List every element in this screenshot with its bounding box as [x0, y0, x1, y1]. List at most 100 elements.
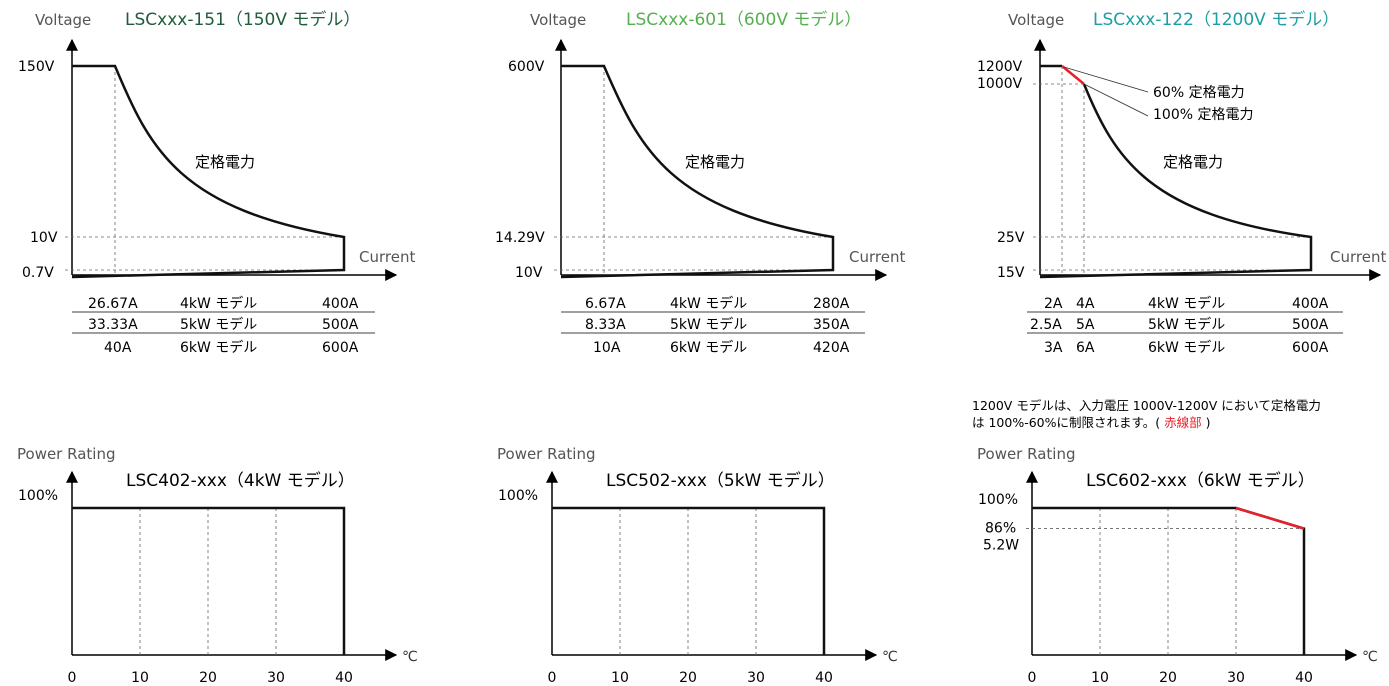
table-cell: 6A — [1076, 340, 1095, 356]
x-tick-label: 0 — [1028, 670, 1037, 686]
power-rating-line — [552, 506, 826, 655]
y-tick-label: 1200V — [977, 59, 1023, 75]
x-tick-label: 30 — [1227, 670, 1245, 686]
note-text: は 100%-60%に制限されます。( — [972, 415, 1160, 430]
chart-title: LSC502-xxx（5kW モデル） — [606, 470, 835, 491]
derating-panels: Power Rating LSC402-xxx（4kW モデル） ℃ 0 10 20 30 4… — [17, 445, 1378, 686]
derating-chart: Power Rating LSC602-xxx（6kW モデル） ℃ 0 10 20 30 4… — [977, 445, 1378, 686]
chart-title: LSC402-xxx（4kW モデル） — [126, 470, 355, 491]
x-unit-label: ℃ — [402, 649, 418, 665]
x-tick-label: 20 — [679, 670, 697, 686]
x-tick-label: 40 — [1295, 670, 1313, 686]
note-close: ) — [1206, 415, 1211, 430]
rated-power-curve — [1039, 64, 1313, 279]
y-tick-label: 86% — [985, 521, 1016, 537]
rated-power-curve — [560, 64, 835, 279]
table-cell: 33.33A — [88, 317, 138, 333]
table-cell: 6.67A — [585, 296, 626, 312]
table-cell: 6kW モデル — [1148, 339, 1225, 356]
table-cell: 500A — [1292, 317, 1329, 333]
x-axis-label: Current — [1330, 248, 1386, 266]
table-cell: 4kW モデル — [670, 295, 747, 312]
derating-segment — [1235, 506, 1305, 530]
x-tick-label: 40 — [815, 670, 833, 686]
x-tick-label: 20 — [199, 670, 217, 686]
x-tick-label: 0 — [68, 670, 77, 686]
limited-segment — [1061, 65, 1085, 85]
leader-line — [1063, 66, 1149, 93]
x-unit-label: ℃ — [1362, 649, 1378, 665]
table-cell: 6kW モデル — [180, 339, 257, 356]
current-table: 6.67A 4kW モデル 280A 8.33A 5kW モデル 350A 10… — [561, 295, 865, 356]
y-tick-label: 10V — [515, 265, 543, 281]
table-cell: 3A — [1044, 340, 1063, 356]
annotation-100: 100% 定格電力 — [1153, 107, 1253, 123]
current-table: 26.67A 4kW モデル 400A 33.33A 5kW モデル 500A … — [72, 295, 375, 356]
table-cell: 280A — [813, 296, 850, 312]
y-axis-label: Power Rating — [17, 445, 115, 463]
table-cell: 5kW モデル — [670, 316, 747, 333]
table-cell: 5kW モデル — [1148, 316, 1225, 333]
table-cell: 400A — [322, 296, 359, 312]
table-cell: 2A — [1044, 296, 1063, 312]
y-tick-label: 10V — [30, 230, 58, 246]
chart-title: LSC602-xxx（6kW モデル） — [1086, 470, 1315, 491]
y-tick-label: 1000V — [977, 76, 1023, 92]
chart-title: LSCxxx-122（1200V モデル） — [1093, 9, 1339, 30]
current-table: 2A 4A 4kW モデル 400A 2.5A 5A 5kW モデル 500A … — [1027, 295, 1343, 356]
table-cell: 350A — [813, 317, 850, 333]
chart-title: LSCxxx-601（600V モデル） — [626, 9, 861, 30]
x-tick-label: 40 — [335, 670, 353, 686]
y-tick-label: 100% — [18, 488, 58, 504]
table-cell: 420A — [813, 340, 850, 356]
y-tick-label: 600V — [508, 59, 545, 75]
table-cell: 40A — [104, 340, 132, 356]
note-red-text: 赤線部 — [1164, 415, 1202, 430]
x-tick-label: 20 — [1159, 670, 1177, 686]
table-cell: 26.67A — [88, 296, 138, 312]
table-cell: 600A — [1292, 340, 1329, 356]
y-tick-label: 5.2W — [983, 538, 1019, 554]
annotation-60: 60% 定格電力 — [1153, 85, 1245, 101]
rated-power-curve — [71, 64, 346, 279]
table-cell: 5kW モデル — [180, 316, 257, 333]
derating-chart: Power Rating LSC502-xxx（5kW モデル） ℃ 0 10 20 30 4… — [497, 445, 898, 686]
y-axis-label: Voltage — [35, 11, 91, 29]
y-tick-label: 14.29V — [495, 230, 545, 246]
power-rating-line — [72, 506, 346, 655]
table-cell: 6kW モデル — [670, 339, 747, 356]
note-line-1: 1200V モデルは、入力電圧 1000V-1200V において定格電力 — [972, 398, 1321, 413]
chart-title: LSCxxx-151（150V モデル） — [125, 9, 360, 30]
y-tick-label: 25V — [997, 230, 1025, 246]
table-cell: 4A — [1076, 296, 1095, 312]
region-label: 定格電力 — [195, 153, 255, 171]
table-cell: 8.33A — [585, 317, 626, 333]
y-tick-label: 150V — [18, 59, 55, 75]
table-cell: 4kW モデル — [180, 295, 257, 312]
y-tick-label: 100% — [498, 488, 538, 504]
note-line-2: は 100%-60%に制限されます。( 赤線部 ) — [972, 415, 1211, 430]
y-axis-label: Voltage — [530, 11, 586, 29]
table-cell: 5A — [1076, 317, 1095, 333]
vi-chart-150v: Voltage LSCxxx-151（150V モデル） Current 150… — [18, 9, 415, 356]
region-label: 定格電力 — [1163, 153, 1223, 171]
y-axis-label: Voltage — [1008, 11, 1064, 29]
table-cell: 10A — [593, 340, 621, 356]
y-tick-label: 100% — [978, 492, 1018, 508]
x-tick-label: 10 — [131, 670, 149, 686]
derating-chart: Power Rating LSC402-xxx（4kW モデル） ℃ 0 10 20 30 4… — [17, 445, 418, 686]
x-tick-label: 30 — [267, 670, 285, 686]
y-axis-label: Power Rating — [977, 445, 1075, 463]
x-axis-label: Current — [849, 248, 905, 266]
table-cell: 400A — [1292, 296, 1329, 312]
vi-chart-1200v: Voltage LSCxxx-122（1200V モデル） Current 12… — [972, 9, 1386, 430]
table-cell: 2.5A — [1030, 317, 1062, 333]
table-cell: 500A — [322, 317, 359, 333]
x-unit-label: ℃ — [882, 649, 898, 665]
vi-chart-600v: Voltage LSCxxx-601（600V モデル） Current 600… — [495, 9, 905, 356]
x-axis-label: Current — [359, 248, 415, 266]
leader-line — [1085, 84, 1149, 117]
x-tick-label: 10 — [1091, 670, 1109, 686]
x-tick-label: 30 — [747, 670, 765, 686]
